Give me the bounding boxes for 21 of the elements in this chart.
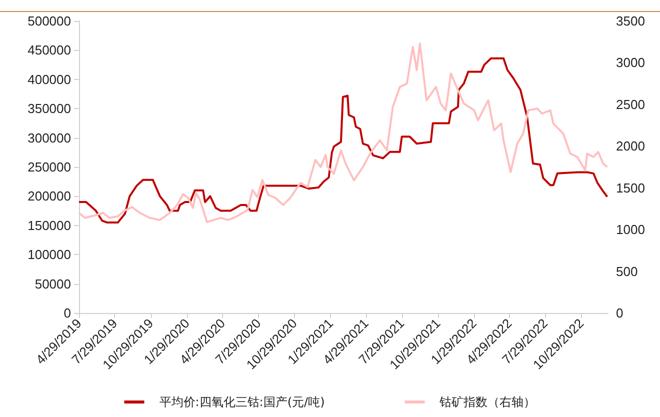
y2-tick-label: 3000 — [616, 55, 645, 70]
y2-tick-label: 500 — [616, 264, 638, 279]
y-tick-label: 350000 — [28, 101, 71, 116]
y-tick-label: 400000 — [28, 72, 71, 87]
y2-tick-label: 0 — [616, 306, 624, 320]
y-tick-label: 450000 — [28, 42, 71, 58]
y-tick-label: 500000 — [28, 14, 71, 28]
y2-tick-label: 2500 — [616, 96, 645, 112]
y2-tick-label: 2000 — [616, 138, 645, 154]
y-tick-label: 250000 — [28, 160, 71, 174]
legend-label: 平均价:四氧化三钴:国产(元/吨) — [159, 395, 325, 409]
y2-tick-label: 1000 — [616, 222, 645, 238]
y2-tick-label: 3500 — [616, 14, 645, 28]
y-tick-label: 200000 — [28, 188, 71, 204]
y-tick-label: 300000 — [28, 130, 71, 146]
y2-tick-label: 1500 — [616, 180, 645, 196]
y-tick-label: 0 — [64, 306, 71, 320]
legend-label: 钴矿指数（右轴） — [438, 395, 536, 409]
y-tick-label: 50000 — [34, 276, 71, 292]
y-tick-label: 100000 — [28, 247, 71, 262]
y-tick-label: 150000 — [28, 218, 71, 233]
